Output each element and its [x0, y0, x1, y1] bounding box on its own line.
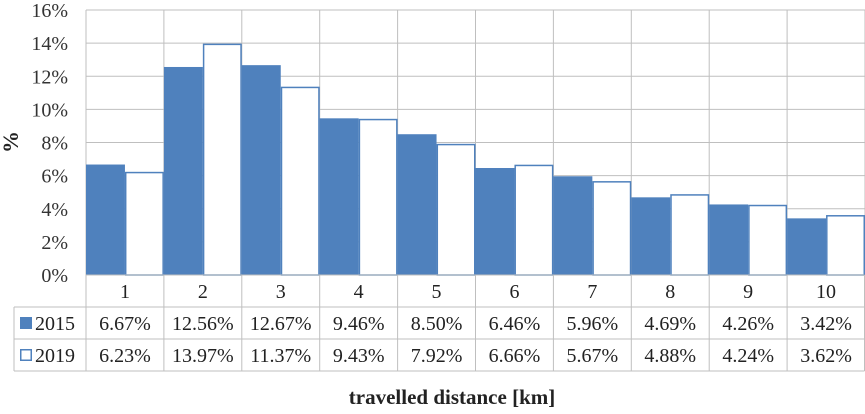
- x-tick-label: 8: [665, 281, 675, 303]
- bar-2015-6: [475, 168, 515, 275]
- bar-2019-1: [124, 171, 164, 276]
- legend-key-2019: [20, 349, 32, 361]
- x-axis-label: travelled distance [km]: [349, 385, 555, 409]
- data-label-2015: 12.56%: [172, 313, 234, 335]
- y-tick-label: 16%: [31, 0, 68, 22]
- data-label-2015: 6.67%: [99, 313, 151, 335]
- bar-2019-2: [202, 43, 242, 276]
- x-tick-label: 7: [587, 281, 597, 303]
- data-table: 1 2 3 4 5 6 7 8 9 10 2015 6.67% 12.56% 12.67% 9.46% 8.5…: [13, 274, 865, 372]
- bar-2019-3: [280, 86, 320, 276]
- data-label-2015: 12.67%: [250, 313, 312, 335]
- data-label-2019: 11.37%: [250, 345, 311, 367]
- x-tick-label: 6: [509, 281, 519, 303]
- x-tick-label: 9: [743, 281, 753, 303]
- bar-2019-10: [826, 215, 865, 276]
- x-tick-label: 2: [198, 281, 208, 303]
- y-tick-label: 2%: [41, 232, 68, 254]
- data-label-2019: 13.97%: [172, 345, 234, 367]
- legend-key-2015: [20, 317, 32, 329]
- data-label-2019: 5.67%: [567, 345, 619, 367]
- y-axis-label: %: [0, 131, 23, 153]
- x-tick-label: 3: [276, 281, 286, 303]
- data-label-2015: 4.69%: [644, 313, 696, 335]
- bar-2015-1: [86, 164, 125, 275]
- bar-2015-9: [709, 204, 749, 275]
- bar-2015-10: [787, 218, 827, 275]
- bar-2019-5: [436, 143, 476, 276]
- data-label-2015: 8.50%: [411, 313, 463, 335]
- y-tick-label: 6%: [41, 166, 68, 188]
- x-tick-label: 1: [120, 281, 130, 303]
- x-tick-label: 5: [432, 281, 442, 303]
- bar-2019-6: [514, 164, 554, 276]
- bar-2015-8: [631, 197, 671, 275]
- data-label-2019: 9.43%: [333, 345, 385, 367]
- data-label-2019: 6.23%: [99, 345, 151, 367]
- bar-2019-8: [670, 194, 710, 276]
- bar-2019-9: [748, 204, 788, 276]
- bar-2015-3: [241, 65, 281, 275]
- data-label-2019: 3.62%: [800, 345, 852, 367]
- bar-2019-4: [358, 118, 398, 276]
- y-tick-labels: 0% 2% 4% 6% 8% 10% 12% 14% 16%: [31, 0, 68, 287]
- y-tick-label: 12%: [31, 66, 68, 88]
- data-label-2019: 4.88%: [644, 345, 696, 367]
- data-label-2015: 9.46%: [333, 313, 385, 335]
- data-label-2019: 6.66%: [489, 345, 541, 367]
- bar-2015-5: [397, 134, 437, 275]
- y-tick-label: 8%: [41, 133, 68, 155]
- data-label-2015: 6.46%: [489, 313, 541, 335]
- legend-label: 2015: [35, 313, 75, 335]
- data-label-2015: 4.26%: [722, 313, 774, 335]
- bars: [86, 43, 865, 276]
- bar-2015-2: [163, 66, 203, 275]
- y-tick-label: 14%: [31, 33, 68, 55]
- data-label-2015: 5.96%: [567, 313, 619, 335]
- y-tick-label: 0%: [41, 265, 68, 287]
- bar-2015-4: [319, 118, 359, 275]
- data-label-2019: 4.24%: [722, 345, 774, 367]
- x-tick-label: 4: [354, 281, 364, 303]
- data-label-2015: 3.42%: [800, 313, 852, 335]
- legend-label: 2019: [35, 345, 75, 367]
- x-tick-label: 10: [816, 281, 836, 303]
- y-tick-label: 10%: [31, 99, 68, 121]
- bar-2015-7: [553, 176, 593, 275]
- bar-2019-7: [592, 181, 632, 276]
- data-label-2019: 7.92%: [411, 345, 463, 367]
- y-tick-label: 4%: [41, 199, 68, 221]
